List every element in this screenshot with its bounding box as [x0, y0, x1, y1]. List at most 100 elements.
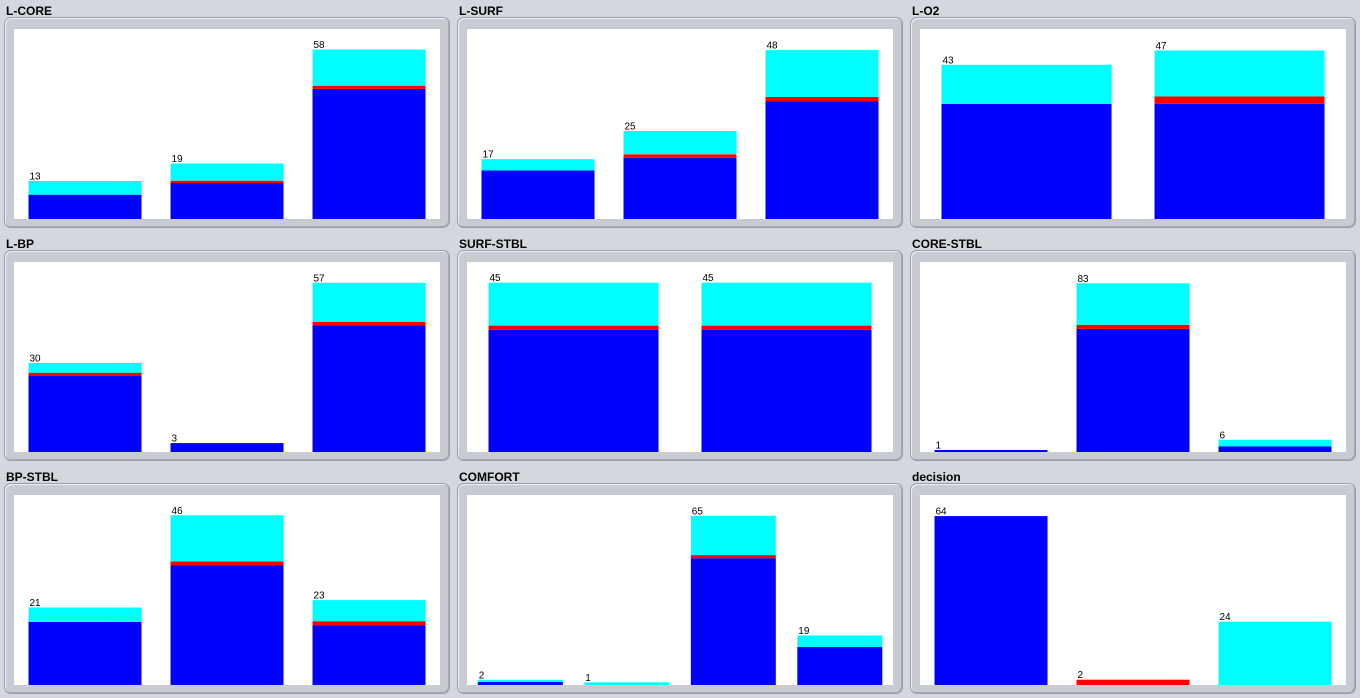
bar-segment-blue — [1076, 328, 1190, 452]
bar-segment-blue — [488, 329, 659, 452]
bar-segment-cyan — [28, 607, 142, 622]
bar-value-label: 23 — [314, 591, 326, 602]
bar-value-label: 2 — [479, 670, 485, 681]
chart-title-l-core: L-CORE — [6, 4, 52, 18]
bar-value-label: 3 — [172, 434, 178, 445]
bar-segment-blue — [28, 194, 142, 219]
bar-segment-blue — [765, 101, 879, 219]
bar-1: 64 — [934, 507, 1048, 685]
chart-panel-comfort: 2 1 65 19 — [457, 483, 903, 694]
bar-segment-blue — [170, 183, 284, 219]
bar-segment-red — [623, 154, 737, 158]
chart-title-core-stbl: CORE-STBL — [912, 237, 982, 251]
chart-title-l-bp: L-BP — [6, 237, 34, 251]
bar-value-label: 30 — [30, 353, 42, 364]
bar-3: 6 — [1218, 430, 1332, 452]
bar-segment-blue — [312, 325, 426, 452]
chart-title-l-surf: L-SURF — [459, 4, 503, 18]
bar-value-label: 19 — [172, 154, 184, 165]
bar-2: 19 — [170, 154, 284, 219]
bar-2: 2 — [1076, 670, 1190, 685]
bar-segment-cyan — [1076, 283, 1190, 325]
bar-segment-blue — [481, 170, 595, 219]
bar-3: 48 — [765, 41, 879, 219]
bar-value-label: 6 — [1220, 430, 1226, 441]
bar-segment-blue — [623, 157, 737, 219]
chart-title-comfort: COMFORT — [459, 470, 520, 484]
bar-chart-svg: 64 2 24 — [934, 507, 1332, 685]
plot-area: 30 3 57 — [14, 262, 440, 452]
chart-panel-l-o2: 43 47 — [910, 17, 1356, 228]
bar-value-label: 21 — [30, 598, 42, 609]
bar-value-label: 1 — [585, 673, 591, 684]
plot-area: 43 47 — [920, 29, 1346, 219]
bar-1: 21 — [28, 598, 142, 685]
chart-panel-decision: 64 2 24 — [910, 483, 1356, 694]
chart-title-surf-stbl: SURF-STBL — [459, 237, 527, 251]
chart-panel-l-surf: 17 25 48 — [457, 17, 903, 228]
bar-segment-cyan — [623, 131, 737, 155]
plot-area: 1 83 6 — [920, 262, 1346, 452]
bar-segment-cyan — [797, 635, 883, 647]
bar-segment-cyan — [1218, 621, 1332, 685]
bar-chart-svg: 13 19 58 — [28, 40, 426, 219]
bar-2: 1 — [584, 673, 670, 685]
plot-area: 2 1 65 19 — [467, 495, 893, 685]
bar-segment-red — [701, 325, 872, 330]
plot-area: 64 2 24 — [920, 495, 1346, 685]
bar-segment-cyan — [765, 50, 879, 97]
bar-2: 45 — [701, 273, 872, 452]
bar-segment-cyan — [1154, 50, 1325, 97]
bar-value-label: 43 — [943, 55, 955, 66]
bar-2: 83 — [1076, 274, 1190, 452]
bar-segment-blue — [312, 625, 426, 685]
bar-chart-svg: 21 46 23 — [28, 506, 426, 685]
bar-segment-red — [312, 85, 426, 89]
bar-segment-red — [690, 555, 776, 559]
chart-panel-surf-stbl: 45 45 — [457, 250, 903, 461]
bar-segment-red — [488, 325, 659, 330]
bar-value-label: 2 — [1078, 670, 1084, 681]
bar-segment-red — [170, 180, 284, 183]
bar-segment-red — [28, 372, 142, 376]
bar-segment-red — [312, 322, 426, 326]
bar-segment-cyan — [28, 362, 142, 373]
chart-title-decision: decision — [912, 470, 961, 484]
bar-1: 30 — [28, 353, 142, 452]
bar-segment-red — [1076, 679, 1190, 685]
bar-segment-cyan — [481, 159, 595, 171]
bar-segment-red — [170, 561, 284, 566]
bar-segment-blue — [797, 647, 883, 685]
bar-2: 25 — [623, 122, 737, 219]
chart-title-bp-stbl: BP-STBL — [6, 470, 58, 484]
bar-1: 45 — [488, 273, 659, 452]
bar-chart-svg: 17 25 48 — [481, 41, 879, 219]
bar-value-label: 1 — [936, 441, 942, 452]
plot-area: 17 25 48 — [467, 29, 893, 219]
bar-value-label: 48 — [767, 41, 779, 52]
bar-2: 47 — [1154, 41, 1325, 219]
bar-value-label: 17 — [483, 150, 495, 161]
bar-value-label: 65 — [692, 506, 704, 517]
bar-value-label: 45 — [703, 273, 715, 284]
bar-segment-cyan — [170, 163, 284, 181]
bar-value-label: 19 — [798, 626, 810, 637]
bar-segment-red — [1076, 324, 1190, 329]
bar-value-label: 64 — [936, 507, 948, 518]
bar-3: 58 — [312, 40, 426, 219]
bar-4: 19 — [797, 626, 883, 685]
bar-1: 13 — [28, 172, 142, 219]
bar-segment-cyan — [170, 515, 284, 562]
bar-value-label: 13 — [30, 172, 42, 183]
bar-value-label: 47 — [1156, 41, 1168, 52]
bar-segment-blue — [690, 558, 776, 685]
plot-area: 21 46 23 — [14, 495, 440, 685]
bar-chart-svg: 45 45 — [488, 273, 872, 452]
chart-panel-bp-stbl: 21 46 23 — [4, 483, 450, 694]
bar-value-label: 57 — [314, 273, 326, 284]
plot-area: 45 45 — [467, 262, 893, 452]
bar-segment-blue — [1218, 446, 1332, 452]
bar-segment-cyan — [584, 682, 670, 685]
bar-value-label: 25 — [625, 122, 637, 133]
